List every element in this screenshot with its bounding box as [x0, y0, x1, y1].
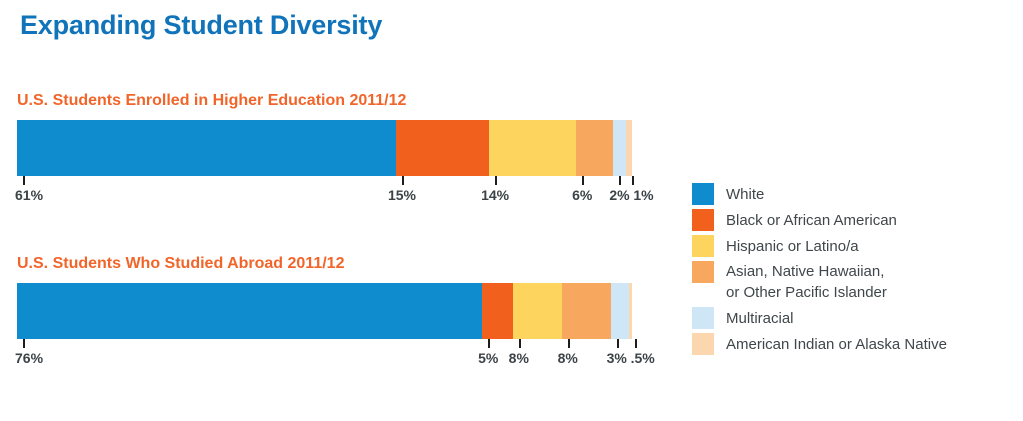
axis-tick — [582, 176, 585, 185]
axis-tick — [495, 176, 498, 185]
stacked-bar-studied-abroad — [17, 283, 632, 339]
value-labels-higher-education: 61% 15% 14% 6% 2% 1% — [15, 176, 654, 206]
value-labels-studied-abroad: 76% 5% 8% 8% 3% .5% — [15, 339, 655, 369]
bar-segment — [17, 120, 396, 176]
legend-swatch — [692, 333, 714, 355]
chart-studied-abroad: U.S. Students Who Studied Abroad 2011/12… — [15, 255, 655, 375]
bar-segment — [610, 283, 629, 339]
value-label: 61% — [15, 187, 44, 203]
legend-item: Asian, Native Hawaiian, or Other Pacific … — [692, 261, 947, 303]
value-label: 6% — [572, 187, 593, 203]
bar-segment — [576, 120, 614, 176]
value-label: 8% — [557, 350, 578, 366]
legend-item: White — [692, 183, 947, 205]
axis-tick — [631, 176, 634, 185]
legend-swatch — [692, 235, 714, 257]
legend-swatch — [692, 209, 714, 231]
value-label: 14% — [481, 187, 510, 203]
legend-item: Black or African American — [692, 209, 947, 231]
axis-tick — [23, 176, 25, 185]
value-label: .5% — [630, 350, 655, 366]
legend-item: Multiracial — [692, 307, 947, 329]
bar-segment — [625, 120, 632, 176]
value-label: 8% — [508, 350, 529, 366]
axis-tick — [616, 339, 619, 348]
axis-tick — [567, 339, 570, 348]
value-label: 3% — [606, 350, 627, 366]
axis-tick — [488, 339, 491, 348]
chart-subtitle-higher-education: U.S. Students Enrolled in Higher Educati… — [17, 92, 407, 109]
bar-segment — [482, 283, 513, 339]
bar-segment — [512, 283, 562, 339]
legend-label: Hispanic or Latino/a — [726, 237, 859, 255]
bar-segment — [395, 120, 490, 176]
chart-subtitle-studied-abroad: U.S. Students Who Studied Abroad 2011/12 — [17, 255, 345, 272]
page-title: Expanding Student Diversity — [20, 10, 383, 40]
bar-segment — [561, 283, 611, 339]
legend-label: White — [726, 185, 765, 203]
legend-label: Asian, Native Hawaiian, or Other Pacific … — [726, 263, 887, 301]
axis-tick — [619, 176, 622, 185]
legend-label: Multiracial — [726, 309, 794, 327]
axis-tick — [634, 339, 637, 348]
value-label: 15% — [387, 187, 416, 203]
bar-segment — [628, 283, 632, 339]
legend-swatch — [692, 307, 714, 329]
legend-label: Black or African American — [726, 211, 897, 229]
bar-segment — [17, 283, 483, 339]
legend-label: American Indian or Alaska Native — [726, 335, 947, 353]
value-label: 76% — [15, 350, 44, 366]
legend-swatch — [692, 183, 714, 205]
legend-item: American Indian or Alaska Native — [692, 333, 947, 355]
bar-segment — [613, 120, 626, 176]
stacked-bar-higher-education — [17, 120, 632, 176]
legend: White Black or African American Hispanic o… — [692, 183, 947, 355]
bar-segment — [489, 120, 577, 176]
value-label: 5% — [478, 350, 499, 366]
value-label: 1% — [633, 187, 654, 203]
axis-tick — [518, 339, 521, 348]
chart-higher-education: U.S. Students Enrolled in Higher Educati… — [15, 92, 654, 212]
legend-swatch — [692, 261, 714, 283]
legend-item: Hispanic or Latino/a — [692, 235, 947, 257]
axis-tick — [23, 339, 25, 348]
value-label: 2% — [609, 187, 630, 203]
axis-tick — [401, 176, 404, 185]
